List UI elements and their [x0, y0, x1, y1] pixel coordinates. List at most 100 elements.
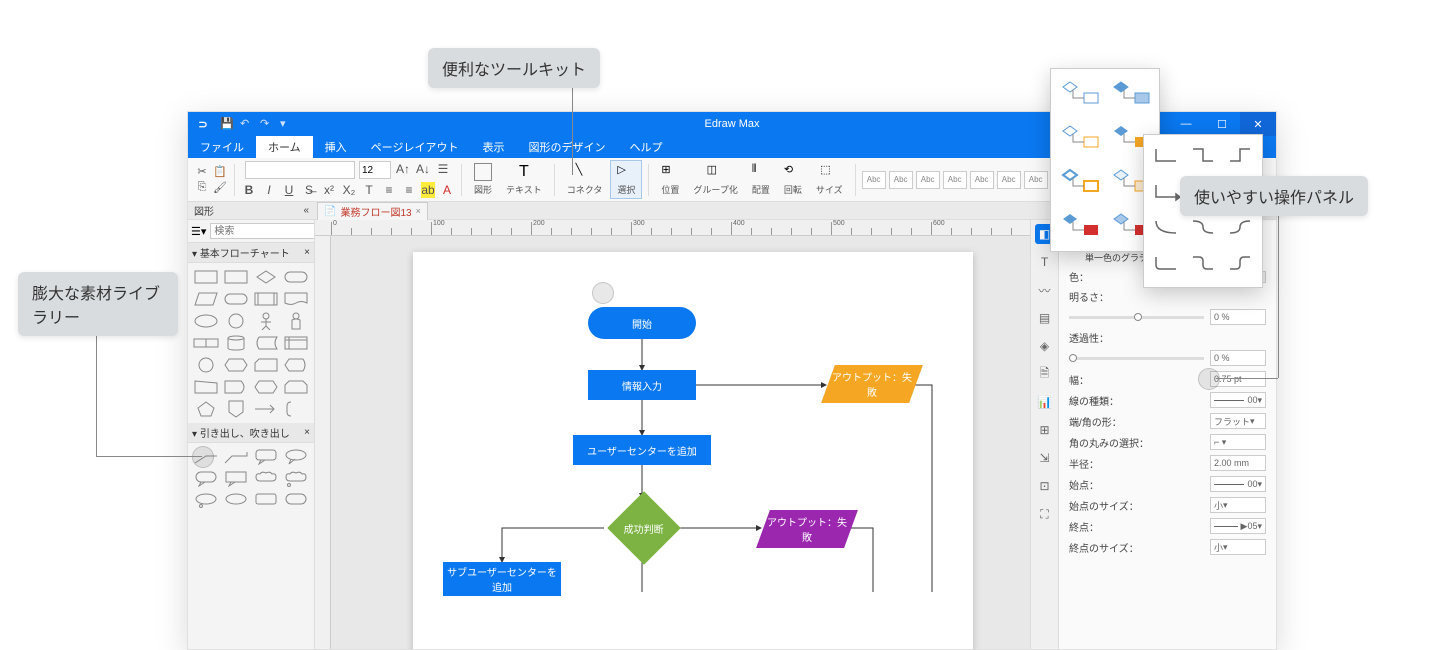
conn-7[interactable]: [1150, 213, 1183, 245]
node-input[interactable]: 情報入力: [588, 370, 696, 400]
node-sub[interactable]: サブユーザーセンターを追加: [443, 562, 561, 596]
shape-loop[interactable]: [283, 378, 309, 396]
close-tab-icon[interactable]: ×: [416, 206, 421, 216]
font-select[interactable]: [245, 161, 355, 179]
shape-internal[interactable]: [283, 334, 309, 352]
radius-input[interactable]: 2.00 mm: [1210, 455, 1266, 471]
callout-bubble5[interactable]: [193, 492, 219, 510]
conn-11[interactable]: [1187, 249, 1220, 281]
collapse-icon[interactable]: «: [303, 205, 309, 216]
paste-icon[interactable]: 📋: [212, 165, 228, 179]
conn-8[interactable]: [1187, 213, 1220, 245]
callout-bubble7[interactable]: [253, 492, 279, 510]
close-button[interactable]: ✕: [1240, 112, 1276, 136]
node-start[interactable]: 開始: [588, 307, 696, 339]
cap-select[interactable]: フラット▾: [1210, 413, 1266, 429]
text-tool[interactable]: Tテキスト: [500, 161, 548, 198]
section-callouts[interactable]: ▾ 引き出し、吹き出し×: [188, 423, 314, 443]
library-menu-icon[interactable]: ☰▾: [191, 225, 206, 238]
shape-display[interactable]: [283, 356, 309, 374]
tab-chart-icon[interactable]: 📊: [1035, 392, 1055, 412]
bullets-icon[interactable]: ☰: [435, 161, 451, 177]
end-size-select[interactable]: 小 ▾: [1210, 539, 1266, 555]
line-type-select[interactable]: 00▾: [1210, 392, 1266, 408]
shape-document[interactable]: [283, 290, 309, 308]
callout-bubble6[interactable]: [223, 492, 249, 510]
shape-terminator[interactable]: [283, 268, 309, 286]
qat-more-icon[interactable]: ▾: [280, 117, 294, 131]
conn-9[interactable]: [1223, 213, 1256, 245]
tab-export-icon[interactable]: ⇲: [1035, 448, 1055, 468]
conn-12[interactable]: [1223, 249, 1256, 281]
template-7[interactable]: [1057, 207, 1102, 245]
shape-prep[interactable]: [253, 378, 279, 396]
bold-icon[interactable]: B: [241, 182, 257, 198]
callout-line2[interactable]: [223, 448, 249, 466]
line-spacing-icon[interactable]: ≡: [381, 182, 397, 198]
shape-circle2[interactable]: [193, 356, 219, 374]
shape-delay[interactable]: [223, 378, 249, 396]
highlight-icon[interactable]: ab: [421, 182, 435, 198]
qat-save-icon[interactable]: 💾: [220, 117, 234, 131]
size-group[interactable]: ⬚サイズ: [810, 161, 849, 198]
template-2[interactable]: [1108, 75, 1153, 113]
conn-4[interactable]: [1150, 177, 1183, 209]
conn-10[interactable]: [1150, 249, 1183, 281]
shape-process-alt[interactable]: [223, 268, 249, 286]
node-decision[interactable]: 成功判断: [607, 491, 681, 565]
callout-cloud[interactable]: [253, 470, 279, 488]
start-select[interactable]: 00▾: [1210, 476, 1266, 492]
select-tool[interactable]: ▷選択: [610, 160, 642, 199]
callout-bubble2[interactable]: [283, 448, 309, 466]
tab-grid-icon[interactable]: ⊞: [1035, 420, 1055, 440]
tab-line-icon[interactable]: 〰: [1035, 280, 1055, 300]
node-add[interactable]: ユーザーセンターを追加: [573, 435, 711, 465]
callout-bubble4[interactable]: [223, 470, 249, 488]
node-fail1[interactable]: アウトプット：失敗: [821, 365, 923, 403]
font-color-icon[interactable]: A: [439, 182, 455, 198]
shape-ellipse[interactable]: [193, 312, 219, 330]
rotate-group[interactable]: ⟲回転: [778, 161, 808, 198]
shape-person2[interactable]: [283, 312, 309, 330]
underline-icon[interactable]: U: [281, 182, 297, 198]
canvas[interactable]: 開始情報入力ユーザーセンターを追加成功判断アウトプット：失敗アウトプット：失敗サ…: [331, 236, 1030, 649]
maximize-button[interactable]: ☐: [1204, 112, 1240, 136]
tab-layer-icon[interactable]: ◈: [1035, 336, 1055, 356]
minimize-button[interactable]: —: [1168, 112, 1204, 136]
shape-arrow[interactable]: [253, 400, 279, 418]
format-painter-icon[interactable]: 🖌: [212, 181, 228, 195]
template-3[interactable]: [1057, 119, 1102, 157]
tab-more-icon[interactable]: ⊡: [1035, 476, 1055, 496]
superscript-icon[interactable]: x²: [321, 182, 337, 198]
shape-card[interactable]: [253, 356, 279, 374]
shape-search-input[interactable]: [210, 223, 315, 239]
subscript-icon[interactable]: X₂: [341, 182, 357, 198]
callout-bubble1[interactable]: [253, 448, 279, 466]
shape-decision[interactable]: [253, 268, 279, 286]
shape-tool[interactable]: 図形: [468, 161, 498, 198]
callout-bubble8[interactable]: [283, 492, 309, 510]
menu-home[interactable]: ホーム: [256, 136, 313, 158]
menu-view[interactable]: 表示: [470, 136, 516, 158]
shape-bracket[interactable]: [283, 400, 309, 418]
increase-font-icon[interactable]: A↑: [395, 161, 411, 177]
menu-page-layout[interactable]: ページレイアウト: [359, 136, 471, 158]
shape-database[interactable]: [223, 334, 249, 352]
cut-icon[interactable]: ✂: [194, 165, 210, 179]
clear-format-icon[interactable]: T: [361, 182, 377, 198]
shape-terminator2[interactable]: [223, 290, 249, 308]
conn-1[interactable]: [1150, 141, 1183, 173]
shape-process[interactable]: [193, 268, 219, 286]
menu-file[interactable]: ファイル: [188, 136, 256, 158]
italic-icon[interactable]: I: [261, 182, 277, 198]
template-1[interactable]: [1057, 75, 1102, 113]
brightness-slider[interactable]: [1069, 316, 1204, 319]
start-size-select[interactable]: 小 ▾: [1210, 497, 1266, 513]
font-size-select[interactable]: [359, 161, 391, 179]
shape-offpage[interactable]: [223, 400, 249, 418]
shape-stored[interactable]: [253, 334, 279, 352]
shape-pentagon[interactable]: [193, 400, 219, 418]
shape-predefined[interactable]: [253, 290, 279, 308]
conn-3[interactable]: [1223, 141, 1256, 173]
align-icon[interactable]: ≡: [401, 182, 417, 198]
